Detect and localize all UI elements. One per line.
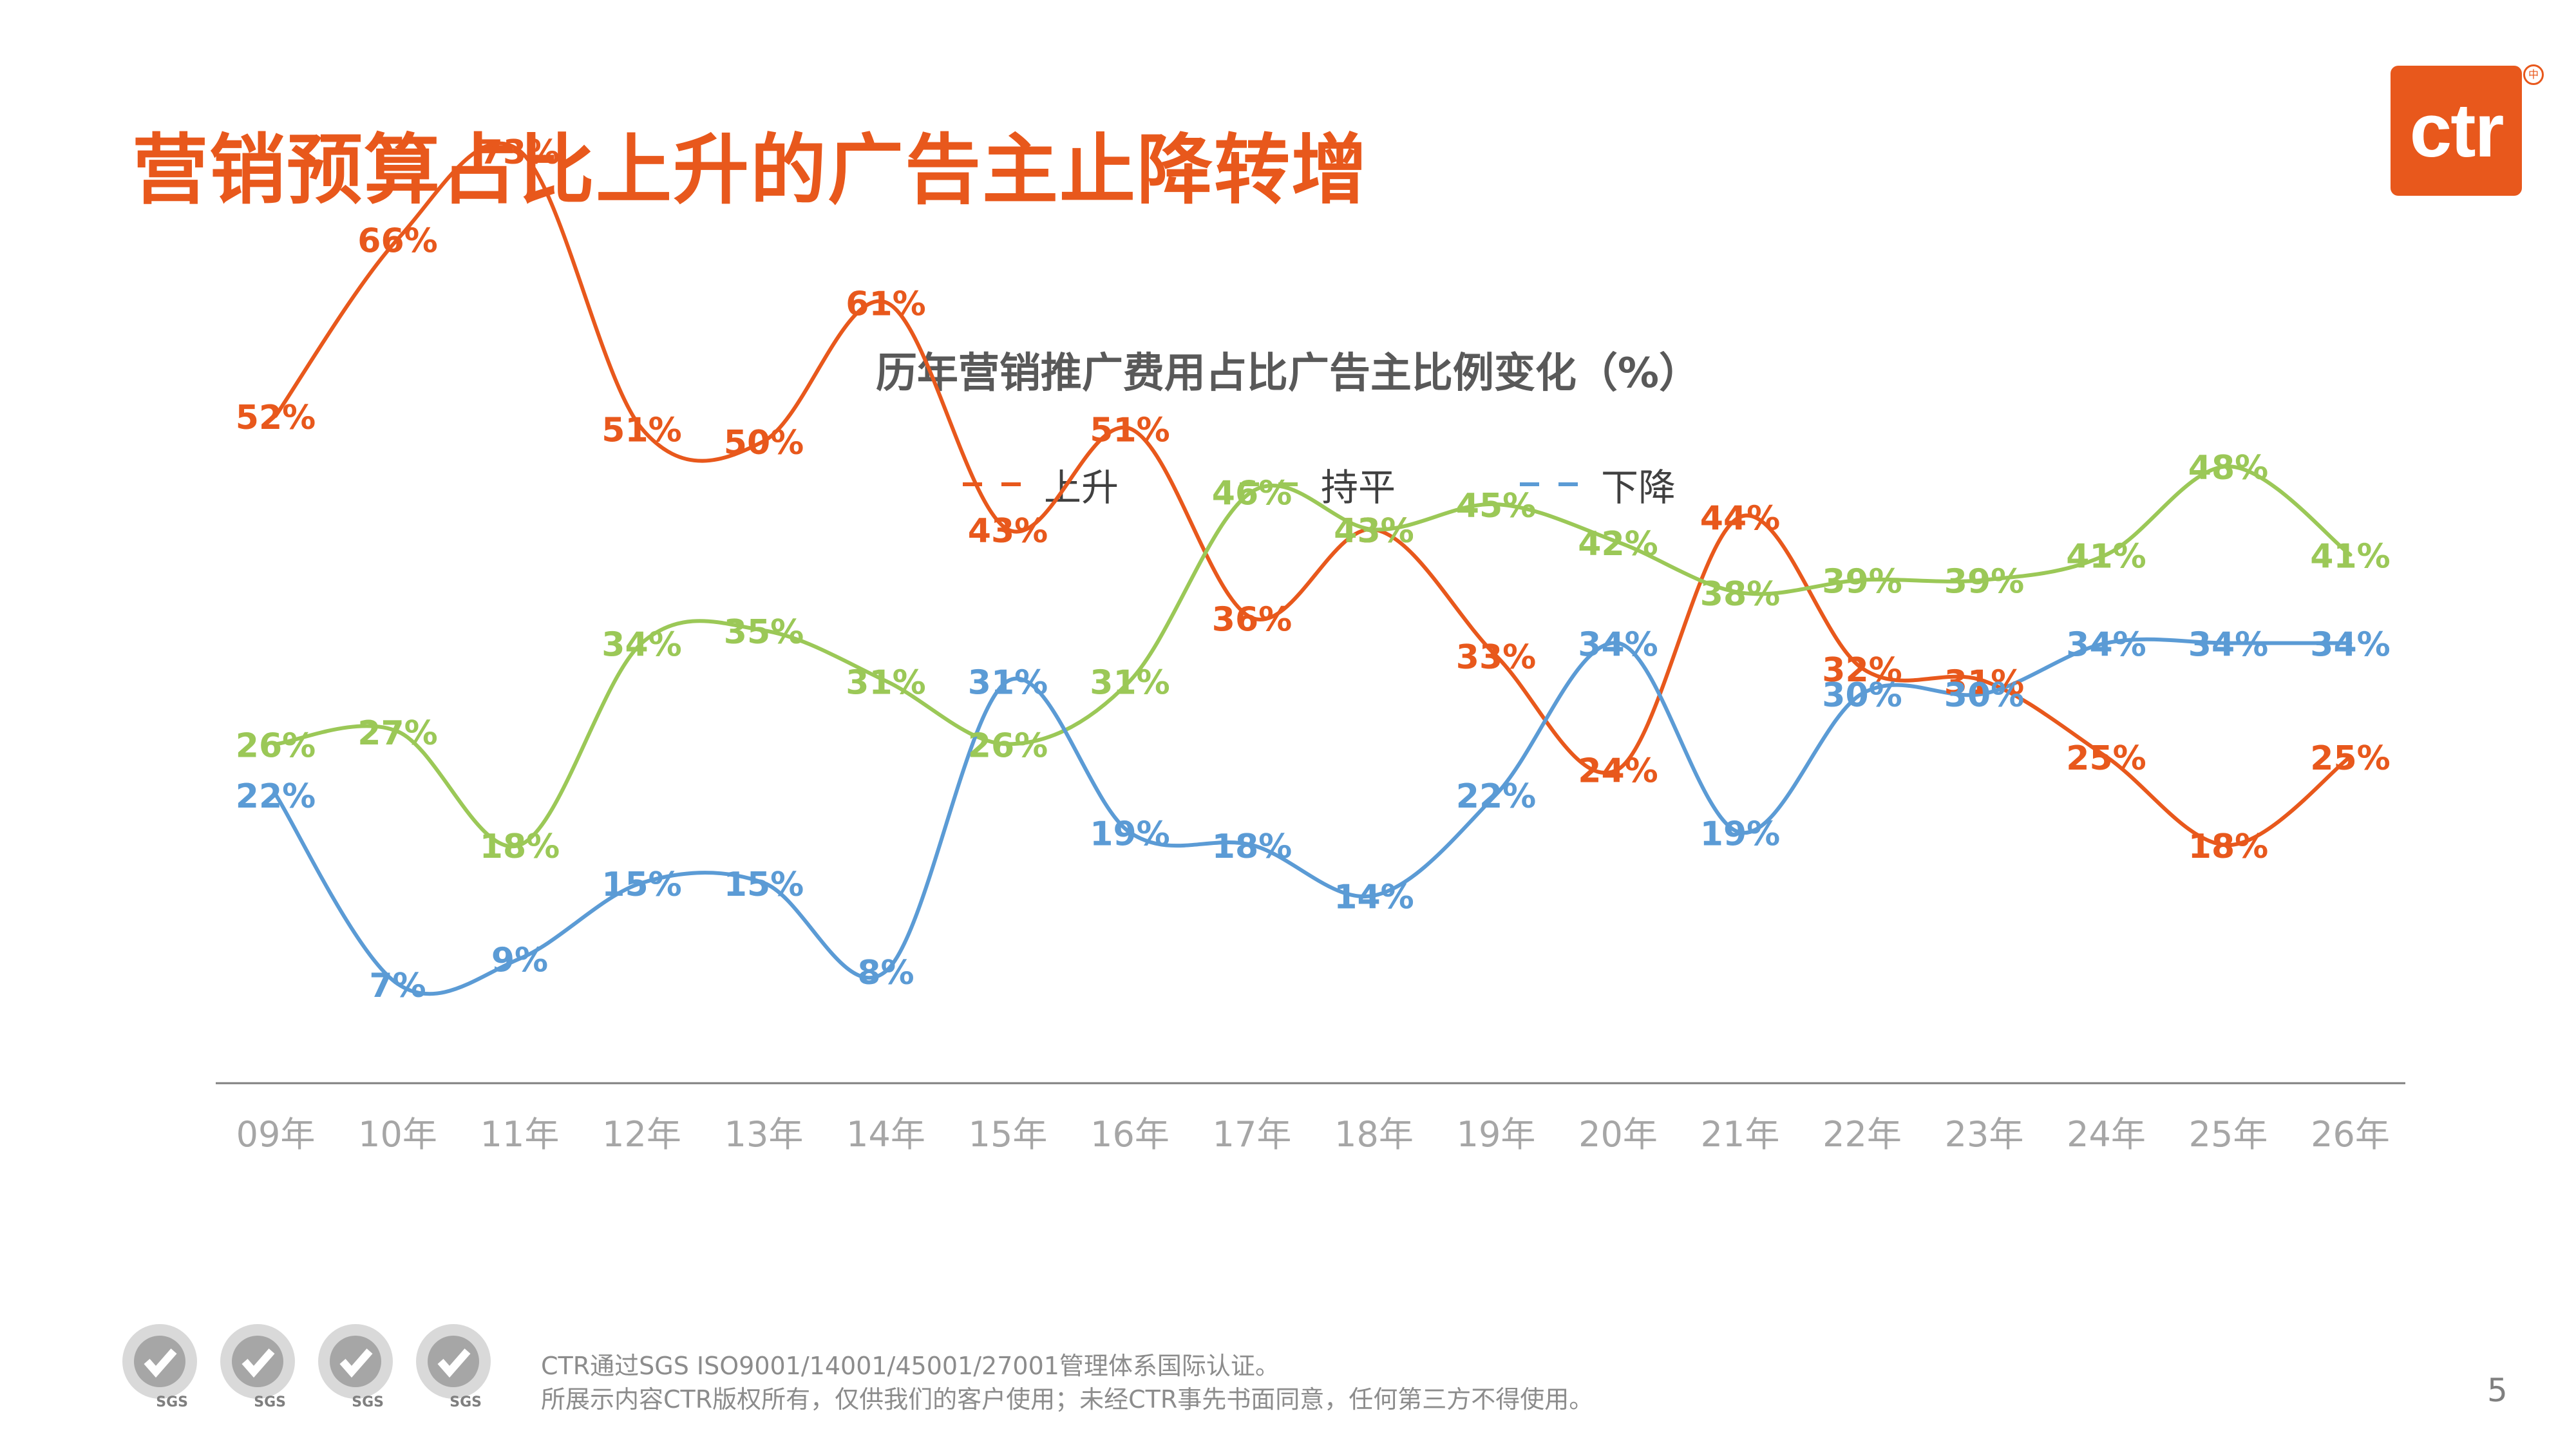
data-label: 27% bbox=[357, 714, 437, 753]
data-label: 30% bbox=[1944, 676, 2024, 715]
legend-item-fall: 下降 bbox=[1520, 457, 1676, 511]
logo-text: ctr bbox=[2409, 88, 2505, 173]
series-line-fall bbox=[274, 637, 2353, 996]
legend-item-flat: 持平 bbox=[1240, 457, 1396, 511]
svg-text:SGS: SGS bbox=[156, 1394, 188, 1409]
data-label: 35% bbox=[724, 613, 804, 652]
data-label: 61% bbox=[846, 285, 925, 323]
x-tick-label: 25年 bbox=[2189, 1114, 2268, 1155]
sgs-cert-badge-icon: SGS bbox=[318, 1324, 393, 1409]
x-tick-label: 09年 bbox=[236, 1114, 316, 1155]
x-tick-label: 10年 bbox=[358, 1114, 437, 1155]
data-label: 43% bbox=[1334, 512, 1414, 551]
footer-copyright: CTR通过SGS ISO9001/14001/45001/27001管理体系国际… bbox=[541, 1349, 1593, 1416]
data-label: 45% bbox=[1456, 487, 1536, 526]
x-tick-label: 16年 bbox=[1090, 1114, 1170, 1155]
x-tick-label: 23年 bbox=[1945, 1114, 2024, 1155]
data-label: 22% bbox=[236, 777, 316, 816]
data-label: 42% bbox=[1578, 525, 1658, 564]
x-tick-label: 26年 bbox=[2311, 1114, 2390, 1155]
data-label: 36% bbox=[1212, 600, 1292, 639]
sgs-cert-badge-icon: SGS bbox=[220, 1324, 295, 1409]
page-title: 营销预算占比上升的广告主止降转增 bbox=[132, 126, 1369, 214]
data-label: 19% bbox=[1090, 815, 1170, 854]
data-label: 39% bbox=[1944, 563, 2024, 601]
data-label: 18% bbox=[2188, 828, 2268, 866]
data-label: 18% bbox=[480, 828, 560, 866]
data-label: 44% bbox=[1700, 500, 1780, 538]
data-label: 31% bbox=[1090, 663, 1170, 702]
data-label: 50% bbox=[724, 424, 804, 462]
data-label: 15% bbox=[724, 866, 804, 904]
data-label: 33% bbox=[1456, 638, 1536, 677]
data-label: 66% bbox=[357, 222, 437, 260]
data-label: 41% bbox=[2310, 537, 2390, 576]
data-label: 73% bbox=[480, 133, 560, 172]
x-tick-label: 22年 bbox=[1823, 1114, 1902, 1155]
page-number: 5 bbox=[2487, 1372, 2508, 1409]
data-label: 9% bbox=[491, 942, 548, 980]
data-label: 39% bbox=[1822, 563, 1902, 601]
data-label: 25% bbox=[2066, 739, 2146, 778]
data-label: 8% bbox=[857, 954, 914, 992]
footer-line-2: 所展示内容CTR版权所有，仅供我们的客户使用；未经CTR事先书面同意，任何第三方… bbox=[541, 1385, 1594, 1414]
data-label: 43% bbox=[1334, 512, 1414, 551]
data-label: 14% bbox=[1334, 878, 1414, 917]
data-label: 51% bbox=[601, 411, 681, 450]
x-tick-label: 15年 bbox=[969, 1114, 1048, 1155]
footer-line-1: CTR通过SGS ISO9001/14001/45001/27001管理体系国际… bbox=[541, 1352, 1280, 1380]
data-label: 7% bbox=[369, 967, 426, 1005]
x-tick-label: 14年 bbox=[846, 1114, 925, 1155]
x-tick-label: 21年 bbox=[1701, 1114, 1780, 1155]
series-line-flat bbox=[274, 464, 2353, 849]
legend-label-fall: 下降 bbox=[1601, 466, 1676, 509]
data-label: 26% bbox=[236, 726, 316, 765]
data-label: 46% bbox=[1212, 474, 1292, 513]
ctr-logo: ctr bbox=[2391, 66, 2522, 196]
data-label: 34% bbox=[2188, 626, 2268, 665]
legend-label-flat: 持平 bbox=[1321, 466, 1396, 509]
data-label: 43% bbox=[968, 512, 1048, 551]
data-label: 31% bbox=[968, 663, 1048, 702]
data-label: 15% bbox=[601, 866, 681, 904]
data-label: 34% bbox=[601, 626, 681, 665]
registered-mark-icon: 中 bbox=[2523, 64, 2544, 85]
data-label: 41% bbox=[2066, 537, 2146, 576]
x-tick-label: 19年 bbox=[1457, 1114, 1536, 1155]
sgs-cert-badge-icon: SGS bbox=[122, 1324, 197, 1409]
data-label: 34% bbox=[2066, 626, 2146, 665]
x-tick-label: 20年 bbox=[1578, 1114, 1658, 1155]
x-tick-label: 17年 bbox=[1213, 1114, 1292, 1155]
data-label: 34% bbox=[2310, 626, 2390, 665]
data-label: 30% bbox=[1822, 676, 1902, 715]
series-line-rise bbox=[274, 141, 2353, 848]
x-tick-label: 13年 bbox=[724, 1114, 804, 1155]
data-label: 26% bbox=[968, 726, 1048, 765]
chart-title: 历年营销推广费用占比广告主比例变化（%） bbox=[875, 350, 1701, 397]
data-label: 31% bbox=[846, 663, 925, 702]
svg-text:SGS: SGS bbox=[254, 1394, 286, 1409]
data-label: 22% bbox=[1456, 777, 1536, 816]
data-label: 18% bbox=[1212, 828, 1292, 866]
x-tick-label: 12年 bbox=[602, 1114, 681, 1155]
svg-text:SGS: SGS bbox=[450, 1394, 482, 1409]
x-tick-label: 11年 bbox=[480, 1114, 560, 1155]
data-label: 32% bbox=[1822, 651, 1902, 690]
data-label: 52% bbox=[236, 399, 316, 437]
x-tick-label: 18年 bbox=[1334, 1114, 1414, 1155]
data-label: 31% bbox=[1944, 663, 2024, 702]
x-tick-label: 24年 bbox=[2067, 1114, 2146, 1155]
data-label: 24% bbox=[1578, 752, 1658, 791]
data-label: 38% bbox=[1700, 575, 1780, 614]
data-label: 34% bbox=[1578, 626, 1658, 665]
data-label: 25% bbox=[2310, 739, 2390, 778]
svg-text:SGS: SGS bbox=[352, 1394, 384, 1409]
data-label: 19% bbox=[1700, 815, 1780, 854]
legend-dash-icon bbox=[1520, 482, 1597, 486]
sgs-cert-badge-icon: SGS bbox=[416, 1324, 491, 1409]
data-label: 51% bbox=[1090, 411, 1170, 450]
data-label: 48% bbox=[2188, 449, 2268, 488]
